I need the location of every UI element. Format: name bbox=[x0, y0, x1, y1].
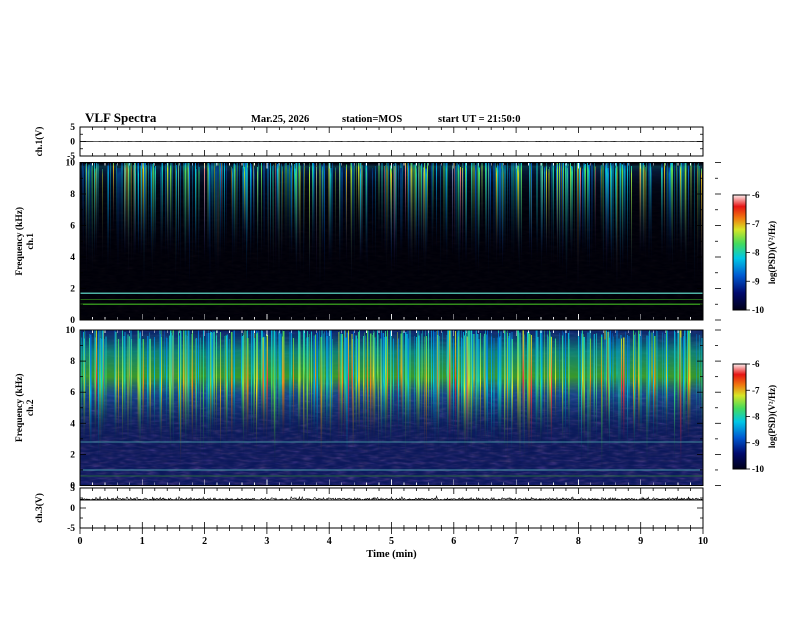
svg-text:0: 0 bbox=[70, 316, 75, 326]
svg-text:Mar.25, 2026: Mar.25, 2026 bbox=[251, 114, 309, 125]
svg-text:10: 10 bbox=[66, 159, 76, 169]
svg-text:6: 6 bbox=[70, 222, 75, 232]
svg-text:log(PSD)(V²/Hz): log(PSD)(V²/Hz) bbox=[767, 221, 777, 284]
svg-text:4: 4 bbox=[70, 419, 75, 429]
svg-text:10: 10 bbox=[698, 536, 708, 547]
svg-text:2: 2 bbox=[70, 285, 75, 295]
svg-text:5: 5 bbox=[70, 484, 75, 494]
svg-text:-10: -10 bbox=[752, 305, 764, 315]
svg-text:9: 9 bbox=[638, 536, 643, 547]
svg-text:-9: -9 bbox=[752, 438, 760, 448]
svg-text:5: 5 bbox=[70, 123, 75, 133]
svg-text:Frequency (kHz): Frequency (kHz) bbox=[14, 373, 25, 442]
svg-text:0: 0 bbox=[70, 504, 75, 514]
svg-text:8: 8 bbox=[70, 357, 75, 367]
svg-text:-8: -8 bbox=[752, 412, 760, 422]
svg-text:-6: -6 bbox=[752, 359, 760, 369]
svg-text:ch.1(V): ch.1(V) bbox=[34, 127, 45, 157]
svg-text:-7: -7 bbox=[752, 219, 760, 229]
svg-text:-5: -5 bbox=[67, 524, 75, 534]
svg-text:6: 6 bbox=[70, 388, 75, 398]
svg-text:2: 2 bbox=[70, 450, 75, 460]
svg-text:5: 5 bbox=[389, 536, 394, 547]
svg-text:Time (min): Time (min) bbox=[366, 549, 417, 560]
svg-text:7: 7 bbox=[514, 536, 519, 547]
svg-text:0: 0 bbox=[70, 138, 75, 148]
svg-text:station=MOS: station=MOS bbox=[342, 114, 402, 125]
svg-text:2: 2 bbox=[202, 536, 207, 547]
svg-text:10: 10 bbox=[66, 326, 76, 336]
svg-text:-9: -9 bbox=[752, 276, 760, 286]
svg-text:8: 8 bbox=[70, 190, 75, 200]
svg-text:ch.2: ch.2 bbox=[26, 399, 36, 416]
svg-text:6: 6 bbox=[451, 536, 456, 547]
svg-text:ch.3(V): ch.3(V) bbox=[34, 493, 45, 523]
svg-text:start UT = 21:50:0: start UT = 21:50:0 bbox=[438, 114, 521, 125]
svg-text:-6: -6 bbox=[752, 190, 760, 200]
svg-text:log(PSD)(V²/Hz): log(PSD)(V²/Hz) bbox=[767, 385, 777, 448]
svg-text:-8: -8 bbox=[752, 248, 760, 258]
svg-text:Frequency (kHz): Frequency (kHz) bbox=[14, 207, 25, 276]
svg-text:VLF Spectra: VLF Spectra bbox=[85, 110, 157, 125]
svg-text:4: 4 bbox=[327, 536, 332, 547]
svg-text:8: 8 bbox=[576, 536, 581, 547]
svg-text:0: 0 bbox=[78, 536, 83, 547]
svg-text:-7: -7 bbox=[752, 385, 760, 395]
svg-text:-10: -10 bbox=[752, 464, 764, 474]
svg-text:1: 1 bbox=[140, 536, 145, 547]
svg-text:3: 3 bbox=[264, 536, 269, 547]
svg-text:4: 4 bbox=[70, 253, 75, 263]
svg-text:ch.1: ch.1 bbox=[26, 233, 36, 250]
